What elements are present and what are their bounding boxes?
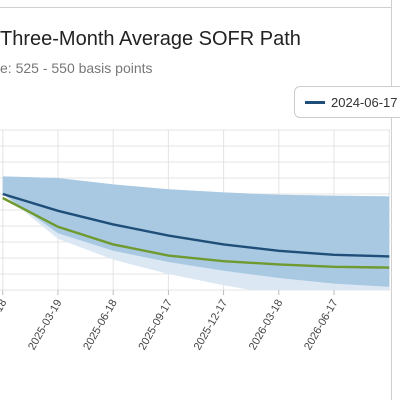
legend-swatch	[305, 100, 325, 104]
confidence-band-2	[2, 176, 390, 287]
x-tick-label: 2-18	[0, 298, 9, 323]
top-rule	[0, 0, 392, 8]
x-tick-label: 2025-03-19	[26, 298, 65, 353]
x-tick-label: 2026-03-18	[247, 298, 286, 353]
series-line-1	[2, 192, 390, 258]
x-tick-label: 2025-09-17	[136, 298, 175, 353]
x-tick-label: 2025-06-18	[81, 298, 120, 353]
series-line-2	[2, 196, 390, 269]
x-tick-label: 2025-12-17	[192, 298, 231, 353]
x-tick-label: 2026-06-17	[302, 298, 341, 353]
legend-label: 2024-06-17	[331, 94, 398, 110]
chart-subtitle: e: 525 - 550 basis points	[0, 60, 153, 76]
chart-legend: 2024-06-17	[294, 86, 400, 118]
chart-title: Three-Month Average SOFR Path	[0, 28, 301, 50]
